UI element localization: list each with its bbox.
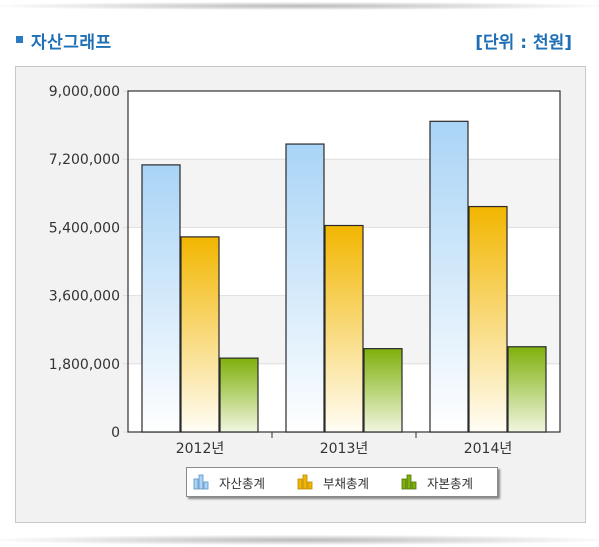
y-tick-label: 7,200,000 <box>49 152 120 168</box>
legend-item-equity: 자본총계 <box>401 473 473 491</box>
chart-title: 자산그래프 <box>31 33 112 53</box>
legend-label-debt: 부채총계 <box>323 475 370 491</box>
bar-equity <box>219 357 259 433</box>
header-bullet-icon <box>16 36 23 43</box>
bar-asset <box>285 143 325 433</box>
y-tick-label: 5,400,000 <box>49 220 120 236</box>
x-tick-label: 2014년 <box>464 441 513 457</box>
legend-item-debt: 부채총계 <box>297 473 369 491</box>
top-divider <box>0 2 599 10</box>
unit-label: [단위 : 천원] <box>475 33 572 53</box>
bar-equity <box>507 346 547 433</box>
y-tick-label: 1,800,000 <box>49 357 120 373</box>
bar-chart-blue-icon <box>193 474 209 490</box>
y-tick-label: 3,600,000 <box>49 289 120 305</box>
x-tick-label: 2012년 <box>176 441 225 457</box>
bar-debt <box>324 224 364 433</box>
y-tick-label: 0 <box>111 425 120 441</box>
bar-asset <box>141 164 181 433</box>
bar-asset <box>429 120 469 433</box>
legend-label-asset: 자산총계 <box>219 475 266 491</box>
bar-chart-green-icon <box>401 474 417 490</box>
bar-chart-yellow-icon <box>297 474 313 490</box>
legend-item-asset: 자산총계 <box>193 473 265 491</box>
bar-equity <box>363 348 403 433</box>
bar-debt <box>180 236 220 433</box>
y-tick-label: 9,000,000 <box>49 84 120 100</box>
x-tick-label: 2013년 <box>320 441 369 457</box>
legend-label-equity: 자본총계 <box>427 475 474 491</box>
bar-debt <box>468 205 508 433</box>
chart-legend: 자산총계 부채총계 자본총계 <box>186 467 498 497</box>
bottom-divider <box>0 535 599 545</box>
